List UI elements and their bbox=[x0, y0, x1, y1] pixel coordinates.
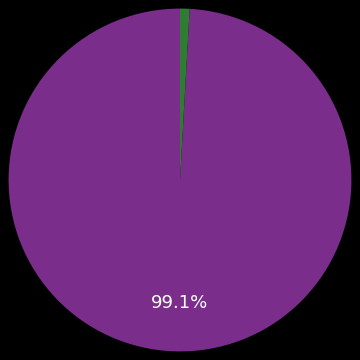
Wedge shape bbox=[9, 9, 351, 351]
Wedge shape bbox=[180, 9, 190, 180]
Text: 99.1%: 99.1% bbox=[151, 294, 209, 312]
